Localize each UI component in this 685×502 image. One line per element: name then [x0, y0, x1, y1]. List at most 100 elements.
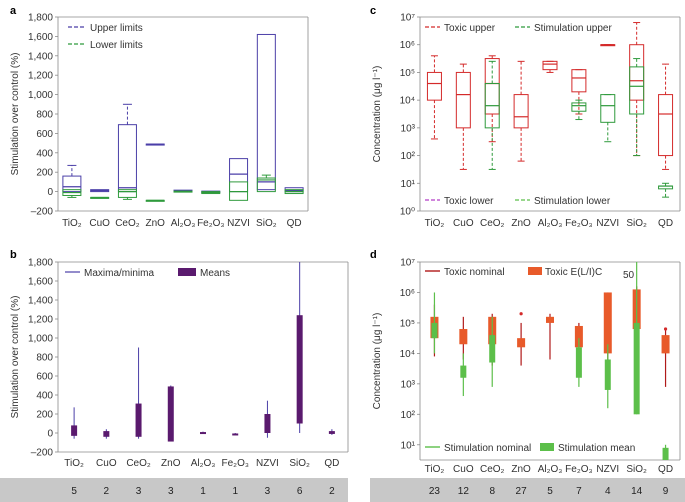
box-c-toxic-upper-box: [513, 94, 529, 129]
legend-swatch-stim-mean: [540, 443, 554, 451]
x-tick-label-d: CeO₂: [480, 464, 505, 475]
x-tick-label-c: SiO₂: [626, 218, 647, 229]
y-tick-label-b: 1,600: [28, 277, 53, 288]
y-tick-label-b: 1,800: [28, 258, 53, 269]
x-tick-label-d: QD: [658, 464, 673, 475]
y-tick-label-d: 10¹: [401, 440, 416, 451]
y-tick-label-a: 800: [36, 110, 53, 121]
legend-label-toxic-nominal: Toxic nominal: [444, 267, 505, 278]
legend-label-toxic-ec50: Toxic E(L/I)C: [545, 267, 602, 278]
legend-label-stim-mean: Stimulation mean: [558, 443, 635, 454]
y-tick-label-c: 10⁵: [400, 68, 415, 79]
count-strip-d: [370, 478, 685, 502]
box-c-toxic-upper-box: [542, 60, 558, 71]
y-axis-label-a: Stimulation over control (%): [10, 53, 21, 176]
box-a-lower-limits-box: [117, 189, 137, 198]
x-tick-label-a: Al₂O₃: [171, 218, 196, 229]
x-tick-label-b: CeO₂: [126, 458, 151, 469]
y-tick-label-c: 10¹: [401, 179, 416, 190]
toxic-ec50-d: [603, 292, 612, 354]
x-tick-label-b: SiO₂: [289, 458, 310, 469]
stim-mean-d: [431, 322, 438, 339]
x-tick-label-a: TiO₂: [62, 218, 82, 229]
toxic-ec50-d: [661, 335, 670, 354]
y-tick-label-a: 0: [47, 187, 53, 198]
means-bar-b: [296, 315, 303, 424]
count-label-d: 14: [631, 486, 643, 497]
count-strip-b: [0, 478, 348, 502]
box-a-upper-limits-box: [117, 124, 137, 193]
y-axis-label-c: Concentration (μg l⁻¹): [372, 66, 383, 163]
y-tick-label-d: 10⁶: [400, 288, 415, 299]
legend-label-minmax: Maxima/minima: [84, 268, 154, 279]
count-label-b: 6: [297, 486, 303, 497]
y-tick-label-b: 800: [36, 353, 53, 364]
legend-label-stim-nominal: Stimulation nominal: [444, 443, 531, 454]
box-a-upper-limits-box: [229, 158, 249, 193]
y-tick-label-b: 0: [47, 429, 53, 440]
means-bar-b: [71, 425, 78, 436]
count-label-d: 9: [663, 486, 669, 497]
x-tick-label-c: ZnO: [511, 218, 531, 229]
y-tick-label-c: 10⁶: [400, 40, 415, 51]
y-tick-label-b: 1,400: [28, 296, 53, 307]
count-label-b: 3: [168, 486, 174, 497]
x-tick-label-b: NZVI: [256, 458, 279, 469]
box-a-upper-limits-box: [256, 33, 276, 191]
x-tick-label-d: SiO₂: [626, 464, 647, 475]
x-tick-label-c: CeO₂: [480, 218, 505, 229]
x-tick-label-a: SiO₂: [256, 218, 277, 229]
x-tick-label-a: ZnO: [145, 218, 165, 229]
legend-swatch-toxic-ec50: [528, 267, 542, 275]
toxic-ec50-d: [546, 316, 554, 323]
count-label-b: 2: [329, 486, 335, 497]
x-tick-label-b: CuO: [96, 458, 117, 469]
panel-label-a: a: [10, 5, 17, 17]
y-tick-label-d: 10⁴: [400, 349, 415, 360]
toxic-ec50-d: [459, 329, 468, 345]
means-bar-b: [264, 414, 271, 433]
means-bar-b: [328, 431, 335, 434]
count-label-d: 27: [516, 486, 528, 497]
y-tick-label-c: 10³: [401, 123, 416, 134]
legend-label-means: Means: [200, 268, 230, 279]
stim-mean-d: [575, 347, 582, 378]
x-tick-label-b: Al₂O₃: [191, 458, 216, 469]
y-tick-label-c: 10⁰: [400, 207, 415, 218]
count-label-d: 12: [458, 486, 470, 497]
y-tick-label-a: 1,200: [28, 71, 53, 82]
outlier-d: [519, 312, 523, 316]
y-tick-label-a: 400: [36, 148, 53, 159]
y-tick-label-b: 200: [36, 410, 53, 421]
legend-label-toxic-ec50-sub: 50: [623, 270, 635, 281]
means-bar-b: [200, 432, 206, 435]
count-label-d: 8: [489, 486, 495, 497]
y-tick-label-b: 600: [36, 372, 53, 383]
x-tick-label-c: Al₂O₃: [538, 218, 563, 229]
y-tick-label-b: –200: [31, 448, 54, 459]
legend-label-lower: Lower limits: [90, 40, 143, 51]
x-tick-label-a: CuO: [89, 218, 110, 229]
y-tick-label-d: 10⁵: [400, 318, 415, 329]
legend-swatch-means: [178, 268, 196, 276]
x-tick-label-d: Fe₂O₃: [565, 464, 592, 475]
stim-mean-d: [662, 447, 669, 460]
stim-mean-d: [604, 359, 611, 390]
count-label-b: 1: [232, 486, 238, 497]
stim-mean-d: [460, 365, 467, 378]
x-tick-label-c: CuO: [453, 218, 474, 229]
toxic-ec50-d: [574, 325, 583, 348]
legend-label-stim-upper: Stimulation upper: [534, 23, 612, 34]
means-bar-b: [232, 433, 239, 436]
count-label-b: 3: [265, 486, 271, 497]
x-tick-label-d: CuO: [453, 464, 474, 475]
box-c-toxic-upper-box: [426, 71, 442, 101]
means-bar-b: [103, 431, 110, 437]
count-label-d: 5: [547, 486, 553, 497]
box-c-toxic-upper-box: [571, 69, 587, 93]
panel-label-b: b: [10, 249, 17, 261]
x-tick-label-a: CeO₂: [115, 218, 140, 229]
count-label-b: 5: [71, 486, 77, 497]
y-tick-label-a: –200: [31, 207, 54, 218]
